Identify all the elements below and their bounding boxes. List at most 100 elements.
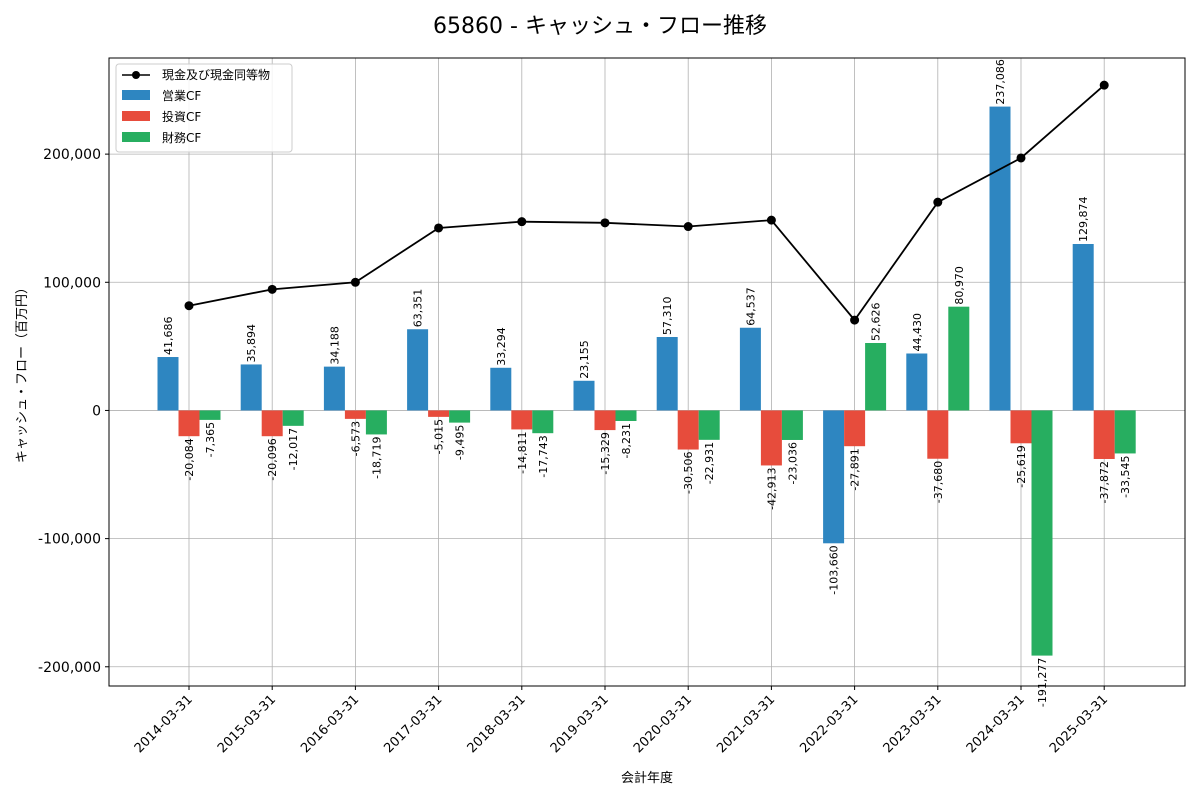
cash-point <box>434 223 444 233</box>
bar-financing-cf <box>1114 410 1136 454</box>
x-tick-label: 2015-03-31 <box>215 692 279 756</box>
label-financing-cf: 80,970 <box>953 266 966 305</box>
plot-frame <box>108 57 1186 687</box>
bar-operating-cf <box>739 327 761 411</box>
bar-financing-cf <box>532 410 554 434</box>
x-tick-label: 2019-03-31 <box>548 692 612 756</box>
label-financing-cf: -17,743 <box>537 435 550 477</box>
label-operating-cf: 23,155 <box>578 340 591 379</box>
x-tick-label: 2022-03-31 <box>797 692 861 756</box>
cash-point <box>683 222 693 232</box>
cash-point <box>600 218 610 228</box>
y-tick-label: -100,000 <box>38 532 101 548</box>
bar-operating-cf <box>906 353 928 411</box>
cash-point <box>933 197 943 207</box>
bar-operating-cf <box>1072 243 1094 411</box>
cash-point <box>517 217 527 227</box>
bar-operating-cf <box>323 366 345 411</box>
x-tick-label: 2023-03-31 <box>881 692 945 756</box>
label-operating-cf: 237,086 <box>994 59 1007 105</box>
label-investing-cf: -37,872 <box>1098 461 1111 503</box>
bar-investing-cf <box>760 410 782 466</box>
label-financing-cf: -23,036 <box>786 442 799 484</box>
bar-investing-cf <box>428 410 450 417</box>
label-financing-cf: -8,231 <box>620 423 633 458</box>
label-financing-cf: -9,495 <box>454 425 467 460</box>
label-operating-cf: 34,188 <box>328 326 341 365</box>
bar-investing-cf <box>677 410 699 450</box>
label-investing-cf: -37,680 <box>932 461 945 503</box>
label-operating-cf: 63,351 <box>412 289 425 328</box>
bar-financing-cf <box>199 410 221 420</box>
label-financing-cf: -22,931 <box>703 442 716 484</box>
x-tick-label: 2018-03-31 <box>465 692 529 756</box>
x-tick-label: 2016-03-31 <box>298 692 362 756</box>
bar-label-group: 41,686 35,894 34,188 63,351 33,294 23,155 57,3… <box>162 59 1132 707</box>
label-investing-cf: -27,891 <box>849 448 862 490</box>
bar-financing-cf <box>698 410 720 440</box>
legend: 現金及び現金同等物 営業CF 投資CF 財務CF <box>115 63 293 153</box>
bar-investing-cf <box>344 410 366 419</box>
cash-point <box>1016 153 1026 163</box>
label-operating-cf: 57,310 <box>661 296 674 335</box>
grid <box>109 58 1185 686</box>
legend-swatch-operating <box>122 90 150 100</box>
label-financing-cf: -7,365 <box>204 422 217 457</box>
label-financing-cf: -33,545 <box>1119 455 1132 497</box>
bar-operating-cf <box>989 106 1011 411</box>
label-operating-cf: 35,894 <box>245 324 258 363</box>
cash-point <box>184 301 194 311</box>
bar-operating-cf <box>823 410 845 544</box>
y-tick-label: -200,000 <box>38 660 101 676</box>
label-financing-cf: 52,626 <box>870 303 883 342</box>
x-tick-label: 2024-03-31 <box>964 692 1028 756</box>
bar-financing-cf <box>449 410 471 423</box>
x-tick-label: 2017-03-31 <box>381 692 445 756</box>
cash-point <box>850 315 860 325</box>
bar-financing-cf <box>615 410 637 421</box>
label-operating-cf: 64,537 <box>744 287 757 326</box>
bar-financing-cf <box>781 410 803 440</box>
bar-financing-cf <box>948 306 970 411</box>
y-tick-label: 0 <box>92 403 101 419</box>
bar-investing-cf <box>594 410 616 431</box>
bar-investing-cf <box>1010 410 1032 444</box>
label-financing-cf: -18,719 <box>370 436 383 478</box>
label-investing-cf: -25,619 <box>1015 445 1028 487</box>
label-operating-cf: -103,660 <box>828 545 841 594</box>
label-operating-cf: 44,430 <box>911 313 924 352</box>
y-tick-label: 200,000 <box>43 147 101 163</box>
label-investing-cf: -15,329 <box>599 432 612 474</box>
bar-investing-cf <box>844 410 866 447</box>
bar-operating-cf <box>157 357 179 411</box>
bar-operating-cf <box>656 336 678 411</box>
x-tick-label: 2021-03-31 <box>714 692 778 756</box>
label-financing-cf: -12,017 <box>287 428 300 470</box>
bar-financing-cf <box>1031 410 1053 656</box>
cash-point <box>1099 80 1109 90</box>
legend-label-operating: 営業CF <box>162 89 201 103</box>
label-investing-cf: -20,084 <box>183 438 196 480</box>
label-investing-cf: -30,506 <box>682 452 695 494</box>
label-operating-cf: 41,686 <box>162 317 175 356</box>
legend-label-financing: 財務CF <box>162 130 201 145</box>
legend-swatch-financing <box>122 132 150 142</box>
legend-frame <box>115 63 293 153</box>
x-tick-label: 2014-03-31 <box>132 692 196 756</box>
legend-label-cash: 現金及び現金同等物 <box>162 67 270 82</box>
bar-operating-cf <box>573 380 595 411</box>
bar-operating-cf <box>240 364 262 411</box>
bar-operating-cf <box>407 329 429 411</box>
bar-operating-cf <box>490 367 512 411</box>
legend-line-marker <box>132 71 140 79</box>
x-axis-label: 会計年度 <box>621 770 673 786</box>
bar-investing-cf <box>927 410 949 459</box>
y-axis: -200,000 -100,000 0 100,000 200,000 <box>38 147 109 676</box>
label-investing-cf: -20,096 <box>266 438 279 480</box>
y-axis-label: キャッシュ・フロー（百万円） <box>15 281 30 463</box>
cash-point <box>350 277 360 287</box>
bar-group <box>157 106 1136 656</box>
label-investing-cf: -42,913 <box>765 467 778 509</box>
x-tick-label: 2025-03-31 <box>1047 692 1111 756</box>
